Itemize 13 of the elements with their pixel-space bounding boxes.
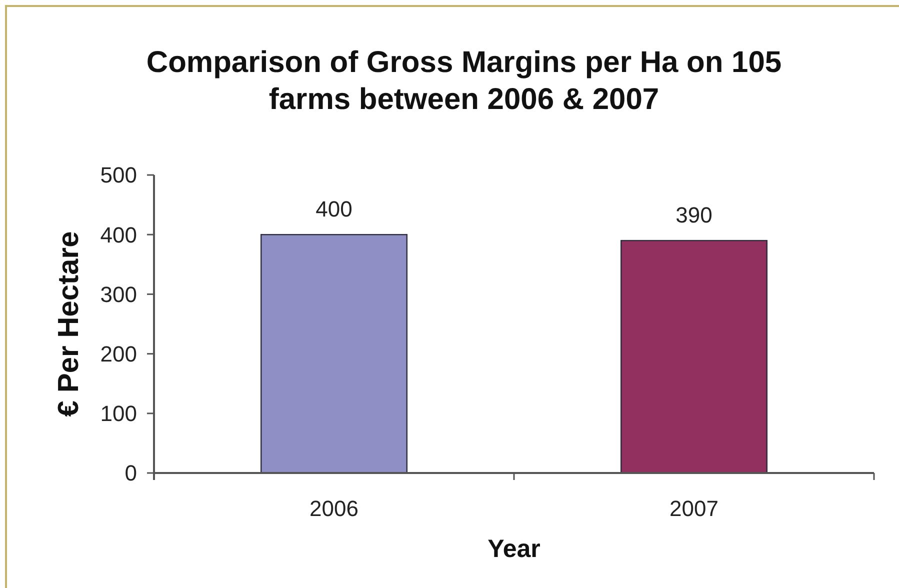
data-label: 400 <box>316 196 352 222</box>
y-tick-label: 100 <box>100 401 137 426</box>
y-axis-title: € Per Hectare <box>53 231 85 417</box>
y-tick-label: 0 <box>124 460 137 486</box>
chart-title: Comparison of Gross Margins per Ha on 105 farms between 2006 & 2007 <box>146 46 782 116</box>
y-tick-label: 300 <box>100 282 137 307</box>
x-tick-label: 2006 <box>310 496 358 521</box>
x-tick-label: 2007 <box>670 496 718 521</box>
y-tick-label: 400 <box>100 222 137 248</box>
x-axis-title: Year <box>488 535 541 563</box>
data-label: 390 <box>676 202 712 228</box>
y-tick-label: 500 <box>100 162 137 188</box>
y-tick-label: 200 <box>100 342 137 366</box>
